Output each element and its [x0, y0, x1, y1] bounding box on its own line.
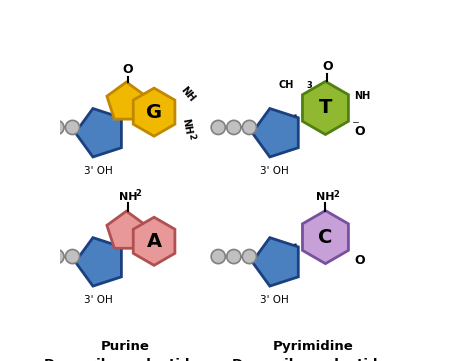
Text: 3' OH: 3' OH — [83, 166, 112, 177]
Text: 3' OH: 3' OH — [261, 295, 289, 305]
Text: O: O — [355, 254, 365, 267]
Text: O: O — [355, 125, 365, 138]
Text: G: G — [146, 103, 162, 122]
Text: C: C — [318, 227, 333, 247]
Polygon shape — [302, 210, 348, 264]
Circle shape — [65, 120, 80, 135]
Polygon shape — [252, 109, 298, 157]
Text: NH: NH — [316, 192, 335, 203]
Circle shape — [227, 120, 241, 135]
Circle shape — [50, 249, 64, 264]
Polygon shape — [75, 109, 121, 157]
Text: 2: 2 — [333, 190, 339, 199]
Text: Pyrimidine
Deoxyribonucleotides: Pyrimidine Deoxyribonucleotides — [231, 340, 395, 361]
Polygon shape — [252, 238, 298, 286]
Polygon shape — [107, 82, 146, 119]
Circle shape — [242, 249, 256, 264]
Polygon shape — [107, 211, 146, 248]
Circle shape — [242, 120, 256, 135]
Text: T: T — [319, 99, 332, 117]
Circle shape — [211, 120, 225, 135]
Polygon shape — [302, 82, 348, 135]
Polygon shape — [133, 88, 175, 136]
Text: NH: NH — [178, 85, 196, 104]
Text: CH: CH — [278, 80, 293, 90]
Text: NH: NH — [119, 192, 137, 201]
Circle shape — [50, 120, 64, 135]
Text: 2: 2 — [186, 132, 196, 140]
Text: O: O — [123, 63, 134, 76]
Circle shape — [34, 249, 48, 264]
Polygon shape — [75, 238, 121, 286]
Text: 3' OH: 3' OH — [83, 295, 112, 305]
Circle shape — [65, 249, 80, 264]
Circle shape — [227, 249, 241, 264]
Text: 3: 3 — [306, 81, 312, 90]
Circle shape — [211, 249, 225, 264]
Circle shape — [34, 120, 48, 135]
Text: NH: NH — [181, 117, 193, 135]
Text: 3' OH: 3' OH — [261, 166, 289, 177]
Text: 2: 2 — [135, 189, 141, 198]
Text: NH: NH — [354, 91, 370, 101]
Text: O: O — [322, 60, 333, 73]
Polygon shape — [133, 217, 175, 265]
Text: Purine
Deoxyribonucleotides: Purine Deoxyribonucleotides — [44, 340, 207, 361]
Text: A: A — [146, 232, 162, 251]
